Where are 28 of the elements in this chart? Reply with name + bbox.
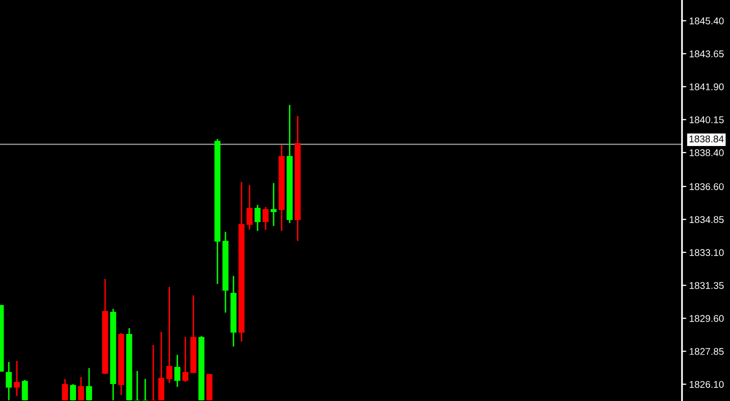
candlestick: [86, 367, 92, 401]
y-tick-label: 1843.65: [690, 50, 724, 58]
y-tick-label: 1833.10: [690, 249, 724, 256]
ref-line-label: 1838.84: [690, 135, 724, 142]
candlestick: [62, 378, 68, 401]
candlestick: [182, 336, 188, 383]
candlestick: [6, 361, 12, 401]
y-tick-label: 1845.40: [690, 17, 724, 24]
candlestick: [14, 360, 20, 397]
candlestick: [246, 184, 253, 230]
y-tick-label: 1827.85: [690, 348, 724, 355]
candlestick: [78, 376, 84, 401]
y-tick-label: 1840.15: [690, 116, 724, 124]
candlestick: [22, 379, 28, 401]
candlestick: [174, 354, 180, 388]
candlestick: [70, 383, 76, 401]
candlestick: [254, 204, 261, 232]
y-tick-label: 1836.60: [690, 183, 724, 190]
y-tick-label: 1834.85: [690, 216, 724, 224]
y-tick-label: 1838.40: [690, 149, 724, 156]
y-tick-label: 1829.60: [690, 315, 724, 322]
candlestick: [166, 286, 172, 384]
y-tick-label: 1831.35: [690, 282, 724, 289]
candlestick: [262, 206, 269, 231]
y-tick-label: 1841.90: [690, 83, 724, 90]
candlestick: [270, 182, 277, 227]
candlestick: [158, 331, 164, 401]
y-tick-label: 1826.10: [690, 380, 724, 388]
